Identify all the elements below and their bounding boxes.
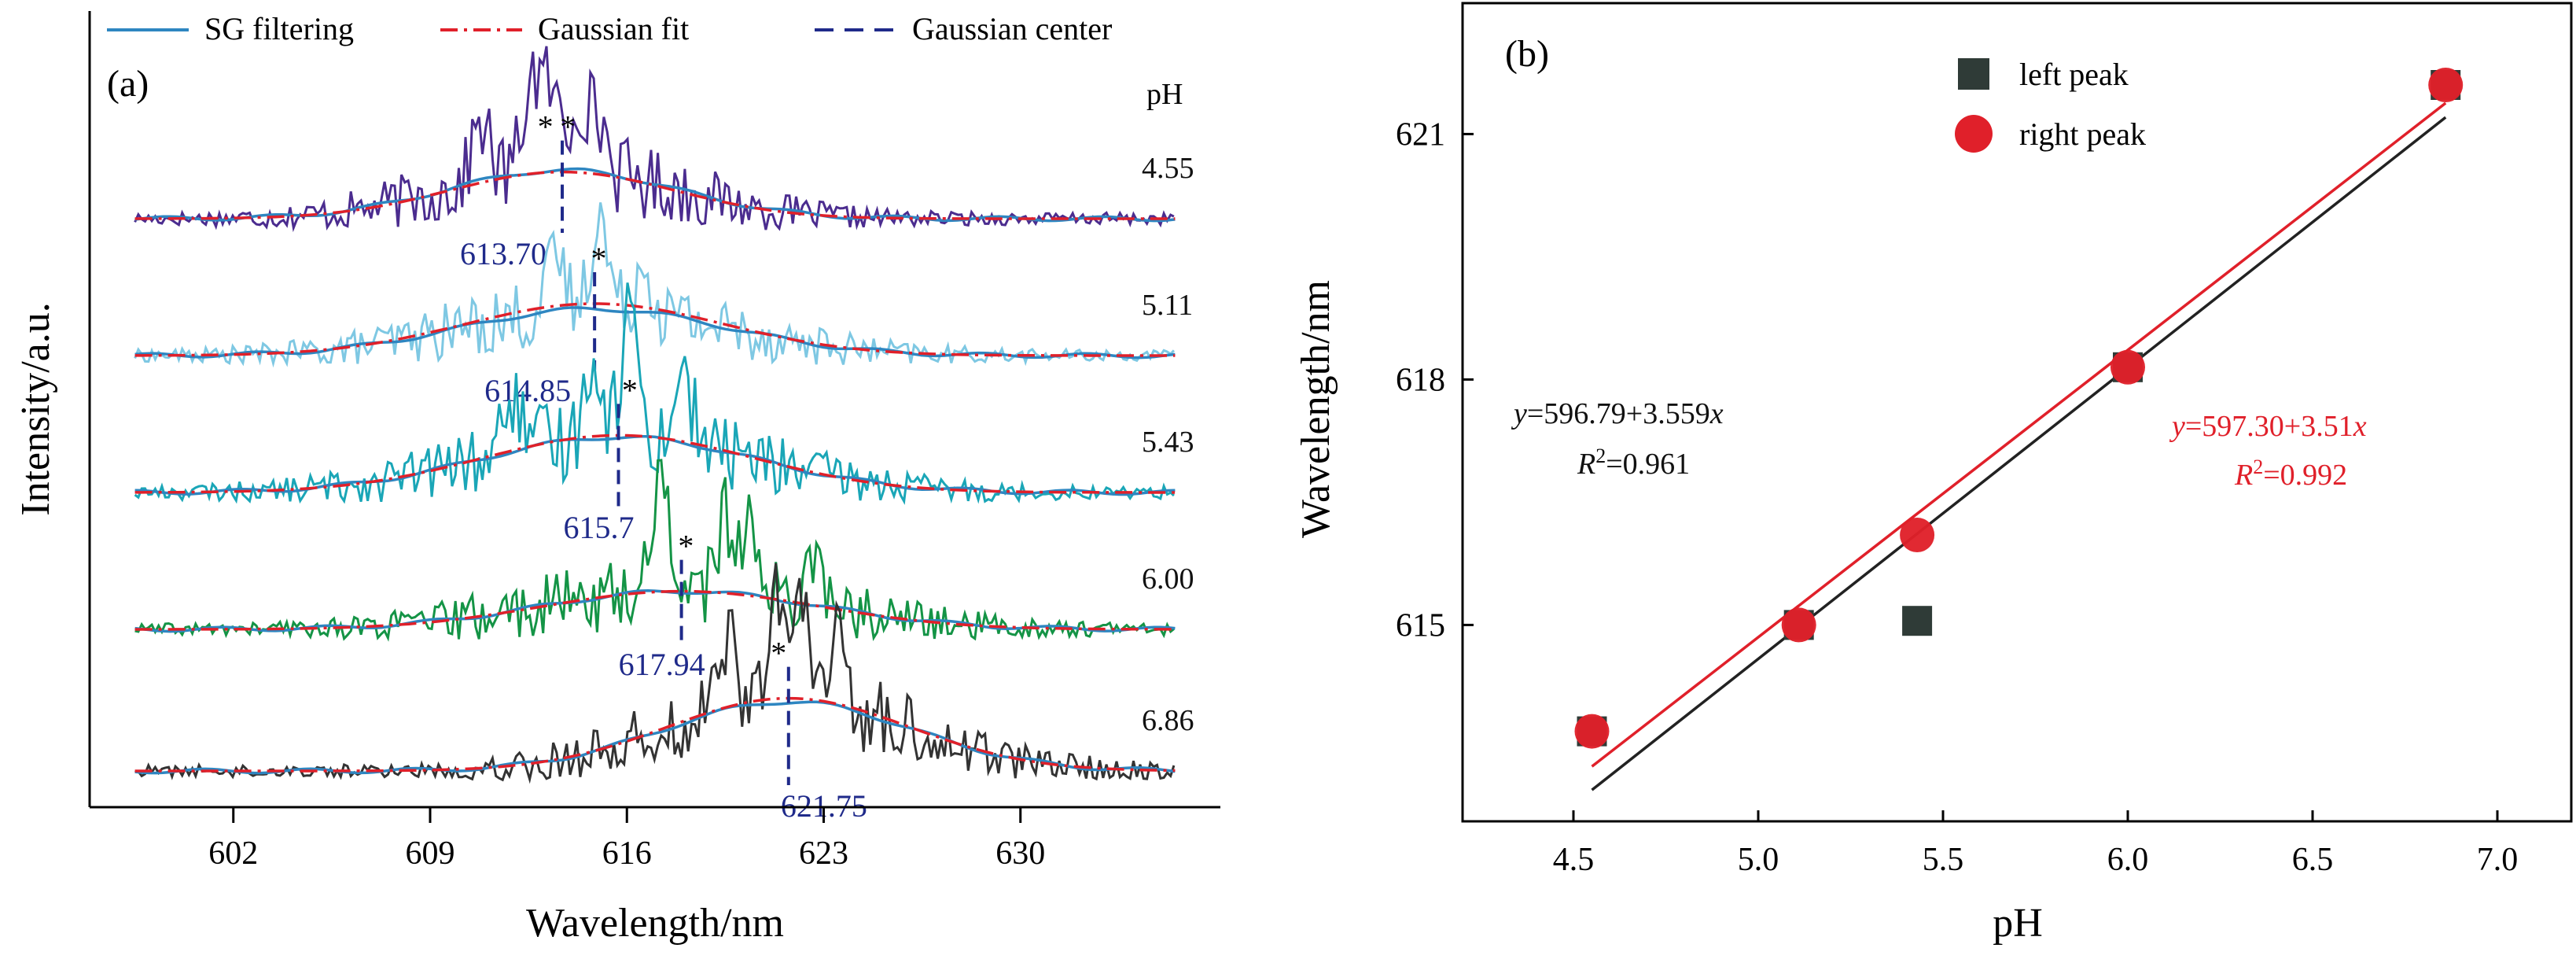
right-peak-point <box>1574 714 1610 749</box>
right-peak-fit-equation: y=597.30+3.51x <box>2169 410 2367 443</box>
ph-label: 6.86 <box>1142 704 1194 737</box>
panel-b-fit-lines <box>1591 101 2447 791</box>
x-tick-label: 7.0 <box>2477 842 2519 878</box>
legend-label-left-peak: left peak <box>2019 57 2129 92</box>
legend-label-gaussian-center: Gaussian center <box>912 11 1112 46</box>
gaussian-fit-line <box>134 589 1176 631</box>
x-tick-label: 5.5 <box>1923 842 1964 878</box>
panel-b-ticks: 4.5 5.0 5.5 6.0 6.5 7.0 615 618 621 <box>1396 116 2518 878</box>
fit-line-left-peak <box>1591 116 2447 791</box>
panel-a-x-axis-label: Wavelength/nm <box>526 901 784 946</box>
gaussian-fit-line <box>134 433 1176 494</box>
panel-b-legend: left peak right peak <box>1955 57 2146 153</box>
center-wavelength-label: 617.94 <box>619 647 705 682</box>
legend-label-sg-filtering: SG filtering <box>204 11 354 46</box>
sg-filtering-line <box>134 589 1176 633</box>
raw-spectrum-line <box>134 282 1175 505</box>
left-peak-point <box>1902 606 1933 636</box>
left-peak-fit-r2: R2=0.961 <box>1577 444 1690 481</box>
ph-label: 5.43 <box>1142 426 1194 459</box>
raw-spectrum-line <box>134 202 1175 368</box>
panel-a-axes <box>88 11 1220 809</box>
panel-a-series-group: 613.704.55* *614.855.11*615.75.43*617.946… <box>134 46 1194 824</box>
y-tick-label: 618 <box>1396 362 1445 398</box>
legend-marker-left-peak <box>1958 58 1989 90</box>
spectrum-ph-4-55: 613.70 4.55 * * <box>134 46 1194 271</box>
spectrum-ph-5-11: 614.85 5.11 * <box>134 202 1193 408</box>
gaussian-fit-line <box>134 302 1176 357</box>
panel-a-legend: SG filtering Gaussian fit Gaussian cente… <box>107 11 1112 46</box>
panel-b-x-axis-label: pH <box>1993 901 2043 946</box>
ph-label: 6.00 <box>1142 562 1194 596</box>
y-tick-label: 615 <box>1396 607 1445 644</box>
center-wavelength-label: 615.7 <box>564 510 635 545</box>
offset-axis-title: pH <box>1146 78 1183 111</box>
panel-a-label: (a) <box>107 63 149 105</box>
panel-b-points <box>1574 68 2464 749</box>
x-tick-label: 4.5 <box>1553 842 1595 878</box>
right-peak-point <box>1900 518 1935 552</box>
peak-asterisk: * <box>771 636 786 671</box>
raw-spectrum-line <box>134 459 1175 642</box>
ph-label: 5.11 <box>1142 289 1193 322</box>
right-peak-point <box>2110 349 2145 385</box>
right-peak-fit-r2: R2=0.992 <box>2234 456 2347 492</box>
raw-spectrum-line <box>134 46 1175 233</box>
x-tick-label: 5.0 <box>1738 842 1779 878</box>
panel-b-y-axis-label: Wavelength/nm <box>1294 280 1338 538</box>
sg-filtering-line <box>134 434 1176 496</box>
x-tick-label: 623 <box>799 835 848 872</box>
sg-filtering-line <box>134 700 1176 775</box>
panel-a-x-ticks: 602 609 616 623 630 <box>208 807 1045 872</box>
peak-asterisk: * <box>538 109 554 145</box>
x-tick-label: 602 <box>208 835 258 872</box>
center-wavelength-label: 613.70 <box>460 236 546 271</box>
peak-asterisk: * <box>560 109 576 145</box>
peak-asterisk: * <box>622 372 638 408</box>
legend-label-right-peak: right peak <box>2019 116 2146 152</box>
y-tick-label: 621 <box>1396 116 1445 153</box>
x-tick-label: 609 <box>406 835 455 872</box>
panel-a-y-axis-label: Intensity/a.u. <box>13 302 58 516</box>
fit-line-right-peak <box>1591 101 2447 768</box>
spectrum-ph-6-86: 621.756.86* <box>134 562 1194 824</box>
center-wavelength-label: 614.85 <box>484 373 571 408</box>
panel-b: (b) left peak right peak 4.5 5.0 5.5 6.0 6.5… <box>1294 2 2573 946</box>
right-peak-point <box>1781 607 1816 643</box>
gaussian-fit-line <box>134 696 1176 773</box>
spectrum-ph-6-00: 617.94 6.00 * <box>134 459 1194 682</box>
spectrum-ph-5-43: 615.7 5.43 * <box>134 282 1194 545</box>
left-peak-fit-equation: y=596.79+3.559x <box>1511 397 1724 430</box>
left-peak-fit-annotation: y=596.79+3.559x R2=0.961 <box>1511 397 1724 481</box>
panel-b-frame <box>1461 2 2573 823</box>
peak-asterisk: * <box>678 529 694 564</box>
x-tick-label: 630 <box>995 835 1045 872</box>
ph-label: 4.55 <box>1142 152 1194 185</box>
panel-a: SG filtering Gaussian fit Gaussian cente… <box>13 11 1220 946</box>
right-peak-point <box>2428 68 2464 102</box>
x-tick-label: 6.5 <box>2292 842 2334 878</box>
gaussian-fit-line <box>134 170 1176 220</box>
x-tick-label: 616 <box>602 835 652 872</box>
legend-marker-right-peak <box>1955 115 1993 153</box>
right-peak-fit-annotation: y=597.30+3.51x R2=0.992 <box>2169 410 2367 492</box>
legend-label-gaussian-fit: Gaussian fit <box>538 11 689 46</box>
peak-asterisk: * <box>591 241 607 276</box>
panel-b-label: (b) <box>1505 33 1549 75</box>
x-tick-label: 6.0 <box>2107 842 2149 878</box>
